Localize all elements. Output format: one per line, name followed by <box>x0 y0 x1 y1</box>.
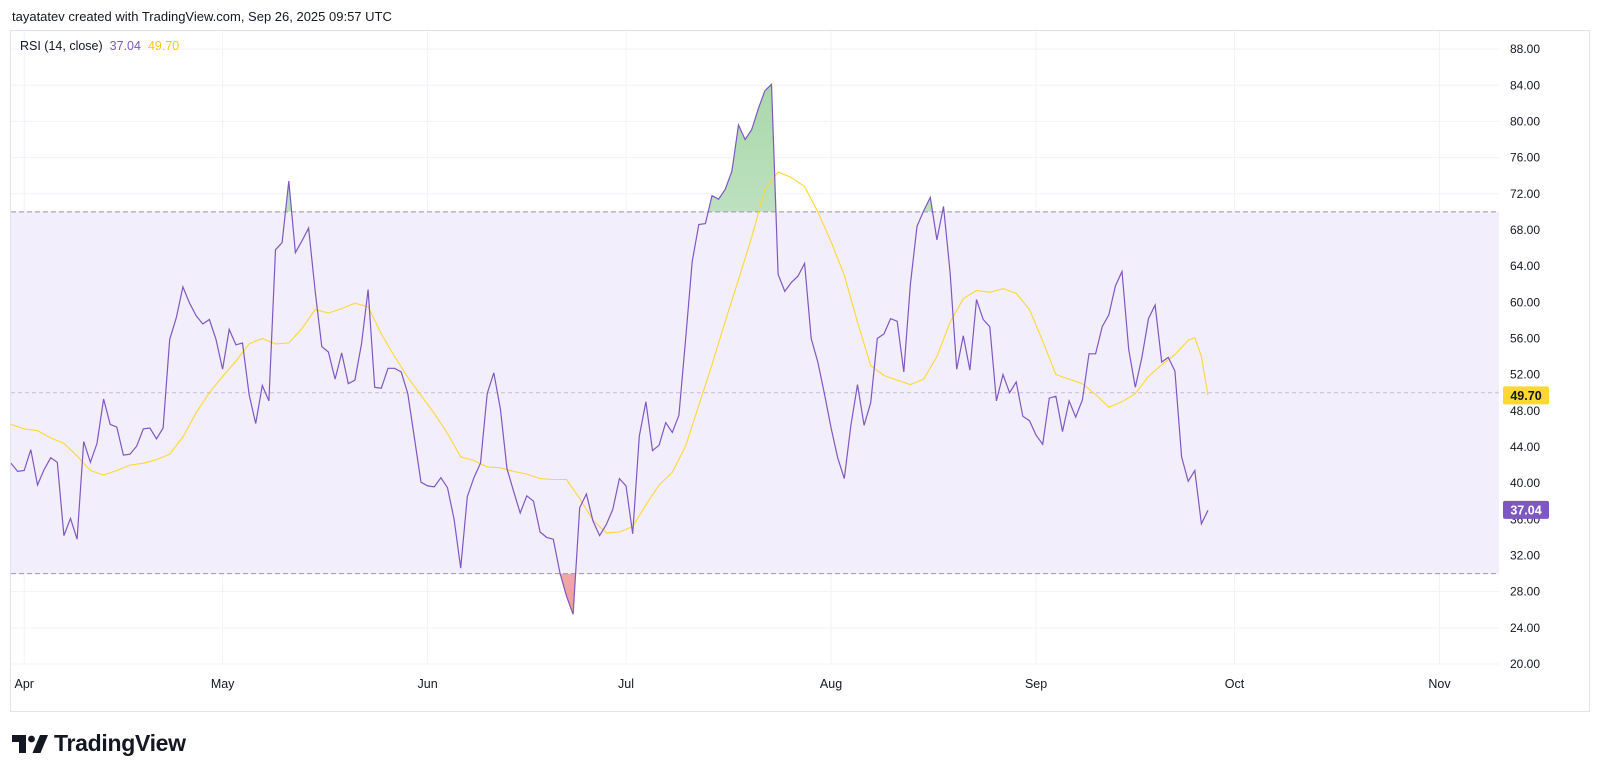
y-tick-label: 72.00 <box>1510 187 1540 201</box>
x-tick-label: Jun <box>418 677 438 691</box>
y-tick-label: 68.00 <box>1510 223 1540 237</box>
last-value-badges: 49.70 37.04 <box>1503 386 1549 519</box>
rsi-last-value-badge-bg <box>1503 500 1549 519</box>
overbought-oversold-fills <box>11 84 1208 615</box>
y-tick-label: 52.00 <box>1510 368 1540 382</box>
x-tick-label: Aug <box>820 677 842 691</box>
y-tick-label: 28.00 <box>1510 585 1540 599</box>
x-tick-label: Apr <box>15 677 34 691</box>
rsi-last-value-badge: 37.04 <box>1503 500 1549 519</box>
y-tick-label: 80.00 <box>1510 114 1540 128</box>
price-scale: 20.0024.0028.0032.0036.0040.0044.0048.00… <box>1510 42 1540 671</box>
chart-attribution: tayatatev created with TradingView.com, … <box>12 9 392 24</box>
indicator-legend[interactable]: RSI (14, close) 37.04 49.70 <box>20 39 179 53</box>
y-tick-label: 76.00 <box>1510 151 1540 165</box>
y-tick-label: 56.00 <box>1510 331 1540 345</box>
tradingview-logo-icon <box>12 734 48 753</box>
y-tick-label: 64.00 <box>1510 259 1540 273</box>
x-tick-label: May <box>211 677 235 691</box>
tradingview-brand[interactable]: TradingView <box>12 730 186 757</box>
y-tick-label: 44.00 <box>1510 440 1540 454</box>
y-tick-label: 88.00 <box>1510 42 1540 56</box>
legend-ma-value: 49.70 <box>147 39 180 53</box>
x-tick-label: Sep <box>1025 677 1047 691</box>
ma-last-value-badge-bg <box>1503 386 1549 405</box>
x-tick-label: Jul <box>618 677 634 691</box>
oversold-fill <box>560 573 576 615</box>
legend-indicator-name: RSI (14, close) <box>20 39 103 53</box>
y-tick-label: 60.00 <box>1510 295 1540 309</box>
x-tick-label: Nov <box>1428 677 1451 691</box>
rsi-line <box>10 83 1209 615</box>
y-tick-label: 24.00 <box>1510 621 1540 635</box>
y-tick-label: 84.00 <box>1510 78 1540 92</box>
rsi-last-value-badge-text: 37.04 <box>1510 503 1541 517</box>
legend-rsi-value: 37.04 <box>109 39 141 53</box>
y-tick-label: 32.00 <box>1510 548 1540 562</box>
band-lines <box>11 211 1499 575</box>
x-tick-label: Oct <box>1225 677 1245 691</box>
y-tick-label: 48.00 <box>1510 404 1540 418</box>
y-tick-label: 40.00 <box>1510 476 1540 490</box>
rsi-ma-line <box>10 171 1209 534</box>
chart-frame <box>10 30 1590 712</box>
ma-last-value-badge: 49.70 <box>1503 386 1549 405</box>
tradingview-wordmark: TradingView <box>54 730 186 756</box>
ma-last-value-badge-text: 49.70 <box>1510 389 1541 403</box>
time-scale: Apr May Jun Jul Aug Sep Oct Nov <box>15 677 1452 691</box>
y-tick-label: 20.00 <box>1510 657 1540 671</box>
